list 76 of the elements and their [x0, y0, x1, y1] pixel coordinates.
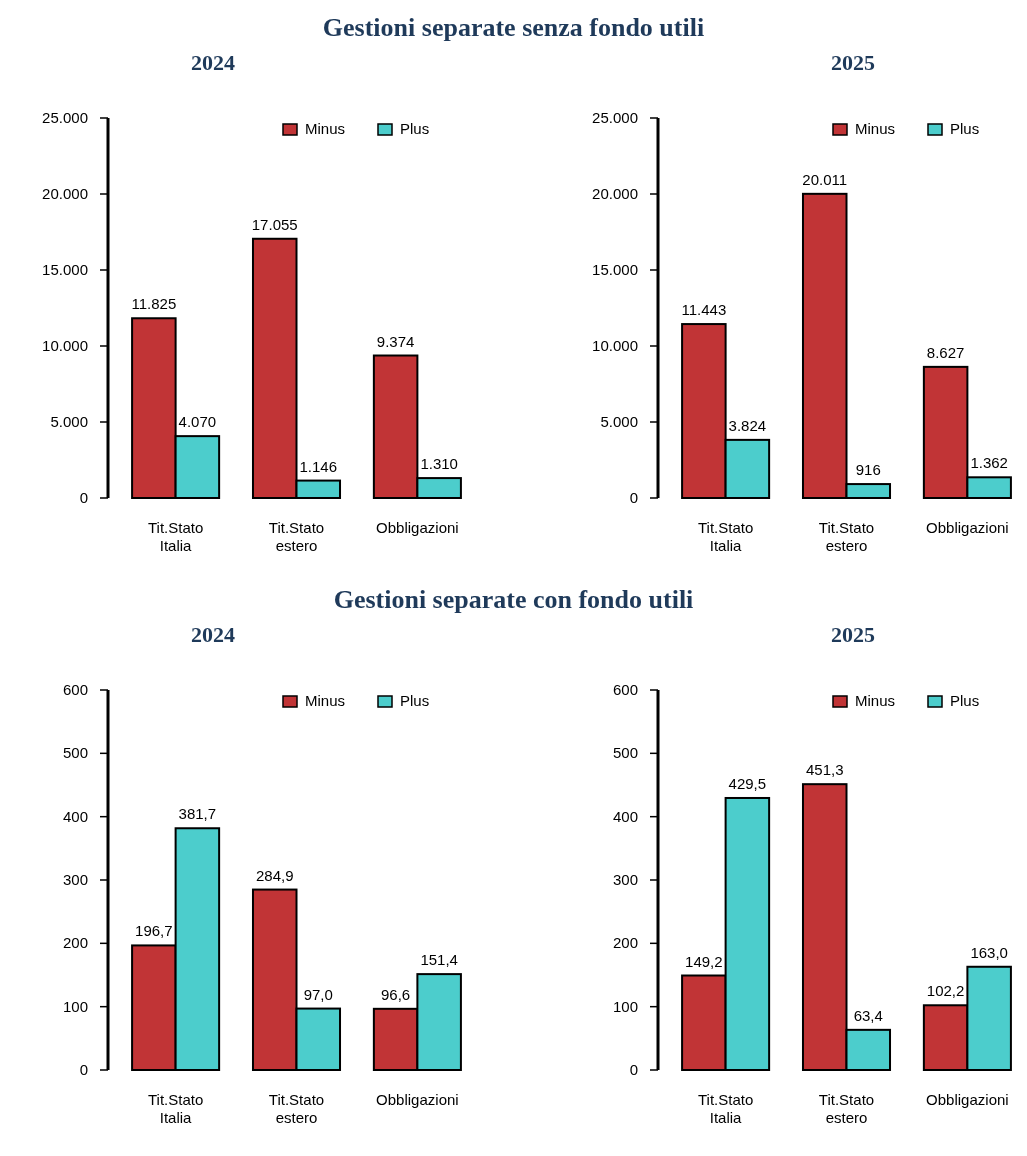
y-tick-label: 25.000	[592, 109, 638, 126]
chart-subtitle: 2025	[831, 50, 875, 75]
data-label: 149,2	[685, 952, 723, 970]
legend-label: Plus	[400, 692, 430, 709]
data-label: 96,6	[381, 985, 411, 1003]
y-tick-label: 0	[629, 1061, 638, 1078]
chart-subtitle: 2024	[191, 50, 235, 75]
x-tick-label: Tit.Stato estero	[818, 1091, 875, 1126]
y-tick-label: 20.000	[42, 185, 88, 202]
data-label: 102,2	[926, 982, 965, 1000]
y-tick-label: 600	[62, 681, 88, 698]
y-tick-label: 200	[62, 934, 88, 952]
x-tick-label: Obbligazioni	[926, 1091, 1009, 1108]
y-tick-label: 400	[62, 807, 88, 825]
y-tick-label: 15.000	[42, 261, 88, 278]
legend-label: Minus	[305, 692, 346, 709]
data-label: 381,7	[178, 805, 217, 823]
y-tick-label: 5.000	[600, 413, 638, 430]
chart-subtitle: 2025	[831, 622, 875, 647]
y-tick-label: 300	[62, 871, 88, 888]
data-label: 20.011	[802, 170, 848, 188]
x-tick-label: Tit.Stato estero	[268, 519, 325, 554]
data-label: 1.146	[299, 457, 338, 475]
data-label: 151,4	[420, 951, 458, 969]
legend-label: Minus	[855, 692, 896, 709]
x-tick-label: Tit.Stato Italia	[147, 519, 204, 554]
y-tick-label: 600	[612, 681, 638, 698]
y-tick-label: 0	[79, 1061, 88, 1078]
data-label: 9.374	[376, 332, 415, 350]
data-label: 4.070	[178, 413, 217, 431]
y-tick-label: 500	[612, 744, 638, 762]
data-label: 63,4	[853, 1006, 883, 1024]
data-label: 916	[855, 461, 881, 479]
y-tick-label: 400	[612, 807, 638, 825]
y-tick-label: 0	[79, 489, 88, 506]
y-tick-label: 5.000	[50, 413, 88, 430]
y-tick-label: 25.000	[42, 109, 88, 126]
chart-title: Gestioni separate senza fondo utili	[322, 13, 705, 42]
x-tick-label: Obbligazioni	[376, 1091, 459, 1108]
chart-title: Gestioni separate con fondo utili	[333, 585, 694, 614]
y-tick-label: 500	[62, 744, 88, 762]
data-label: 17.055	[251, 215, 298, 233]
x-tick-label: Tit.Stato Italia	[697, 1091, 754, 1126]
x-tick-label: Tit.Stato Italia	[697, 519, 754, 554]
data-label: 1.310	[420, 455, 458, 473]
x-tick-label: Obbligazioni	[376, 519, 459, 536]
data-label: 97,0	[303, 985, 333, 1003]
legend-label: Minus	[305, 120, 346, 137]
y-tick-label: 10.000	[592, 337, 638, 354]
y-tick-label: 15.000	[592, 261, 638, 278]
data-label: 196,7	[135, 922, 173, 940]
x-tick-label: Tit.Stato estero	[268, 1091, 325, 1126]
data-label: 429,5	[728, 774, 767, 792]
x-tick-label: Tit.Stato Italia	[147, 1091, 204, 1126]
chart-subtitle: 2024	[191, 622, 235, 647]
legend-label: Plus	[950, 692, 980, 709]
x-tick-label: Tit.Stato estero	[818, 519, 875, 554]
data-label: 451,3	[805, 761, 844, 779]
y-tick-label: 100	[62, 997, 88, 1015]
y-tick-label: 10.000	[42, 337, 88, 354]
data-label: 284,9	[255, 866, 294, 884]
data-label: 3.824	[728, 416, 767, 434]
legend-label: Plus	[400, 120, 430, 137]
y-tick-label: 300	[612, 871, 638, 888]
y-tick-label: 100	[612, 997, 638, 1015]
legend-label: Minus	[855, 120, 896, 137]
data-label: 1.362	[970, 454, 1008, 472]
y-tick-label: 0	[629, 489, 638, 506]
data-label: 8.627	[926, 343, 965, 361]
data-label: 11.825	[131, 295, 177, 313]
data-label: 163,0	[970, 943, 1008, 961]
x-tick-label: Obbligazioni	[926, 519, 1009, 536]
data-label: 11.443	[681, 301, 727, 319]
legend-label: Plus	[950, 120, 980, 137]
y-tick-label: 200	[612, 934, 638, 952]
y-tick-label: 20.000	[592, 185, 638, 202]
